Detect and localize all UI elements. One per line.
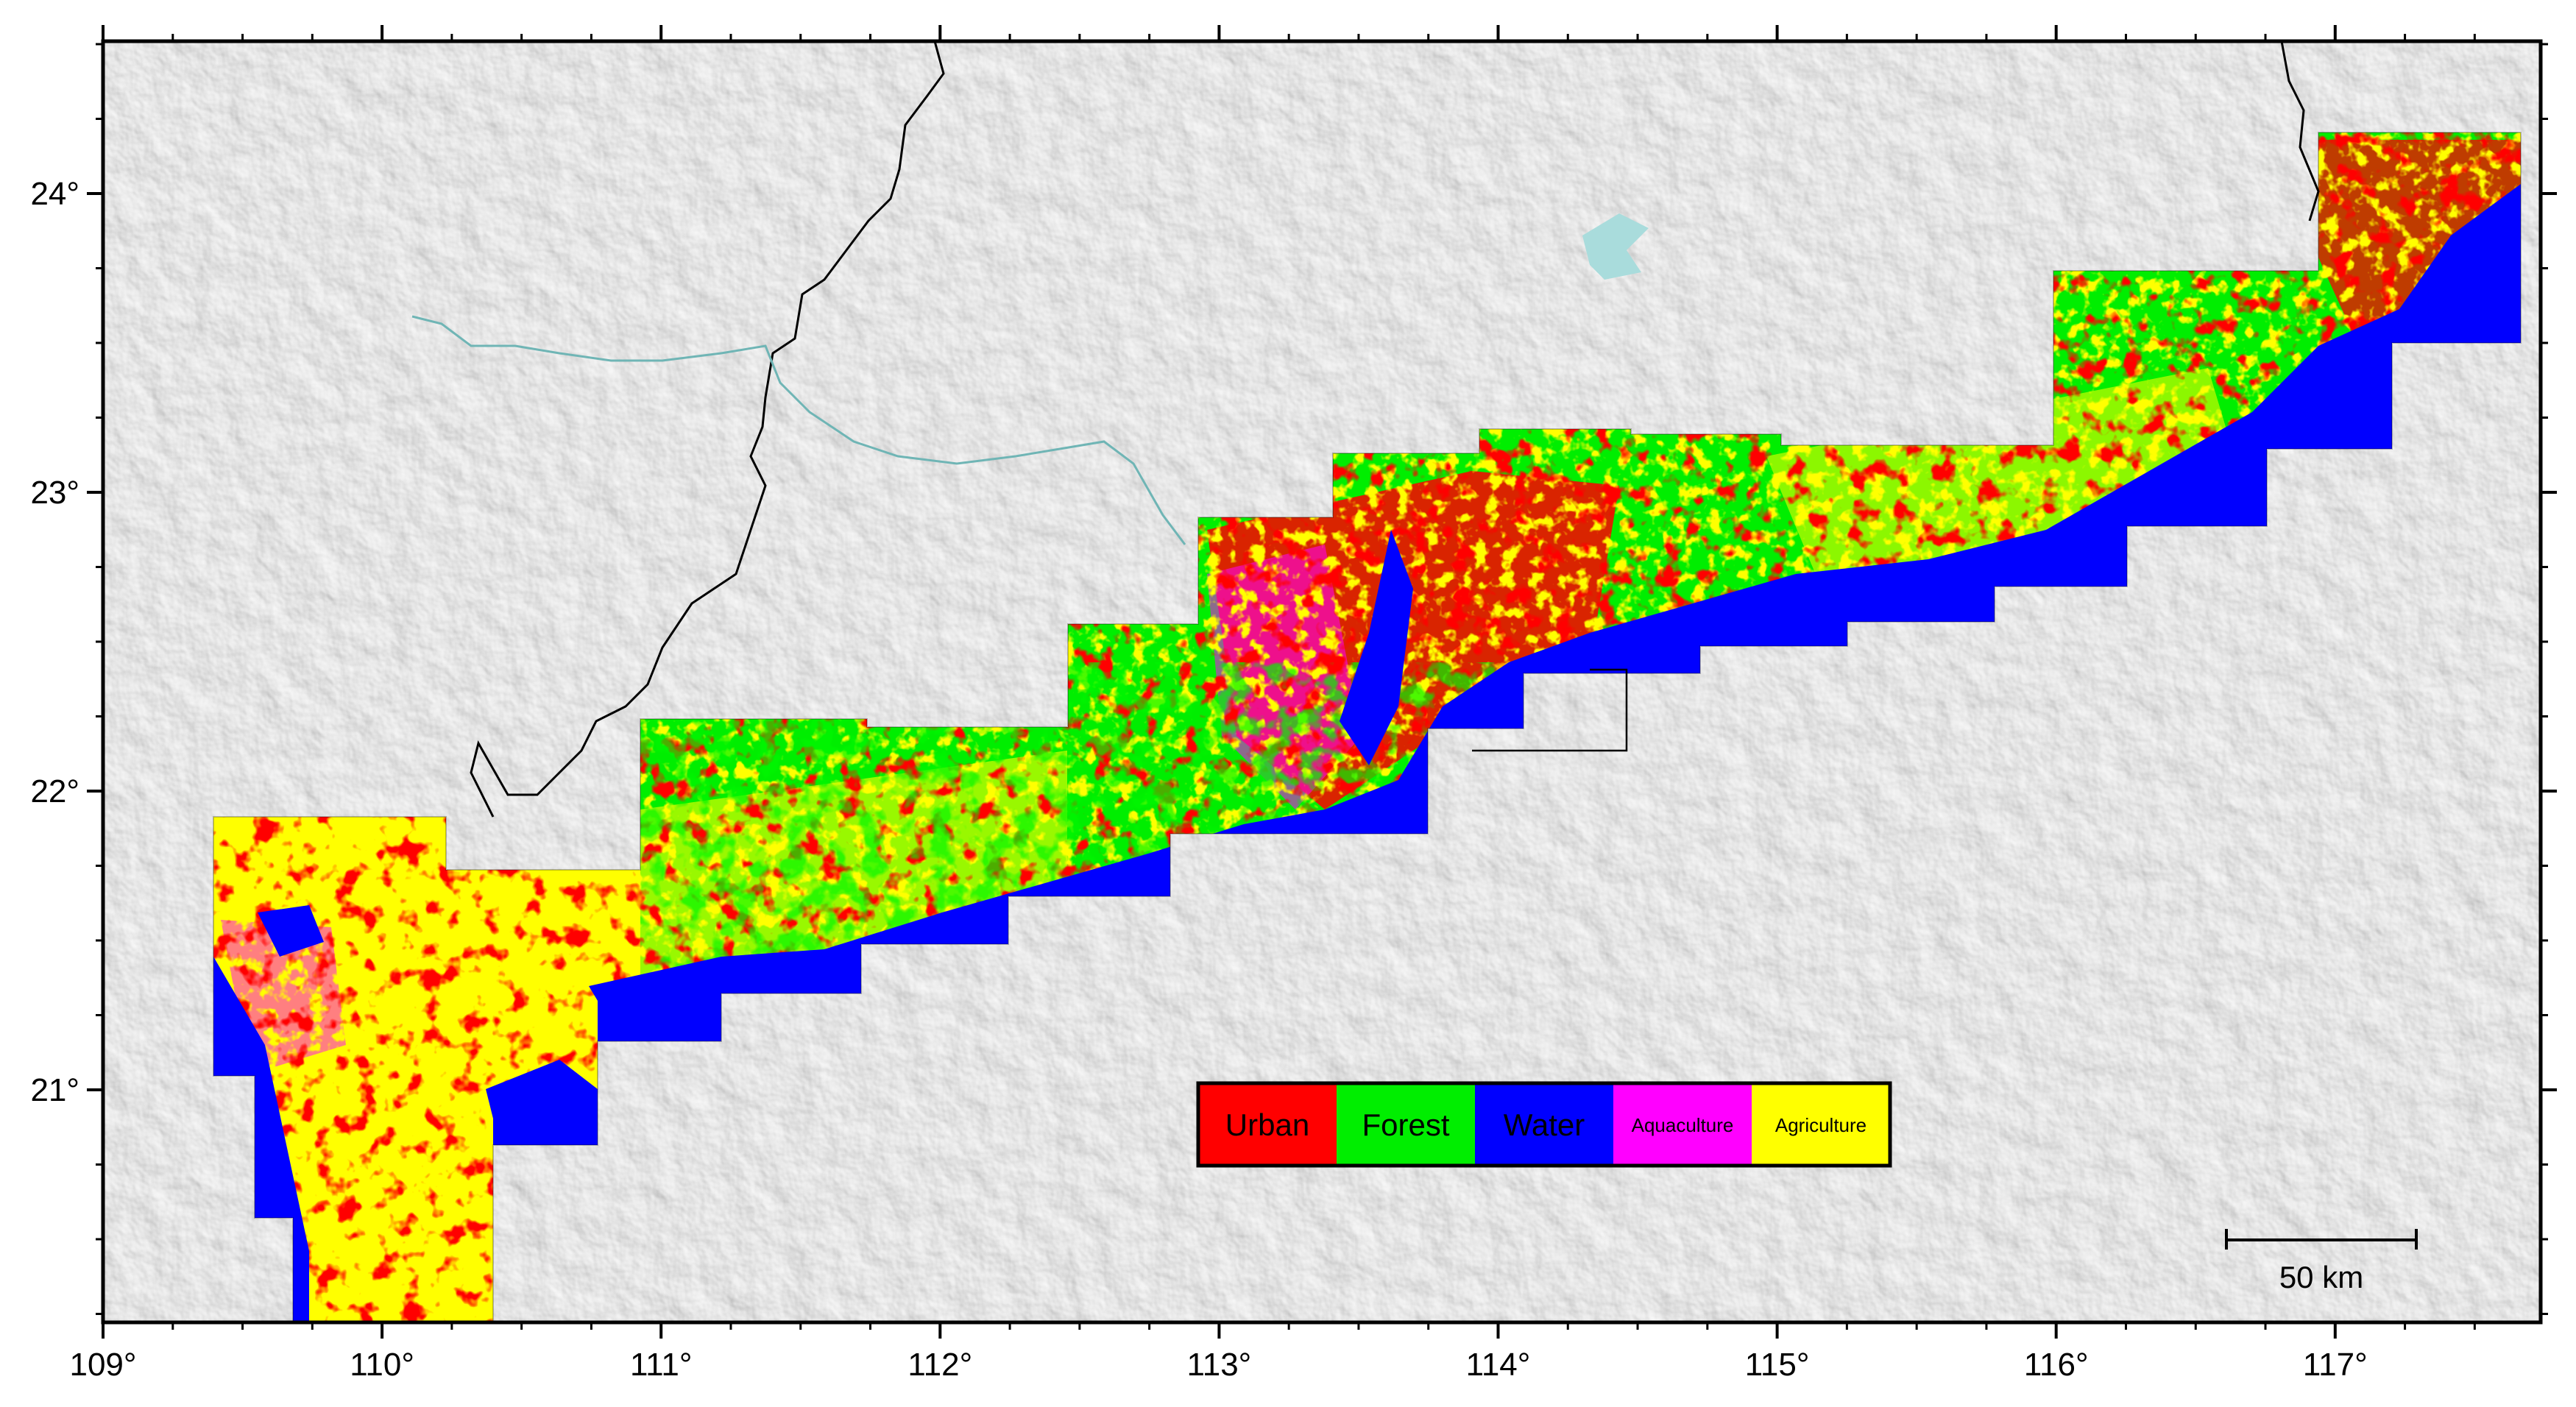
map-frame <box>101 39 2543 1325</box>
legend: Urban Forest Water Aquaculture Agriculture <box>1196 1081 1892 1168</box>
legend-swatch <box>1337 1083 1475 1166</box>
hongkong-boundary <box>1472 668 1628 752</box>
x-tick-label: 114° <box>1466 1347 1531 1383</box>
x-tick-label: 117° <box>2303 1347 2368 1383</box>
x-tick-label: 109° <box>69 1347 136 1383</box>
x-tick-label: 115° <box>1745 1347 1810 1383</box>
legend-border <box>1196 1081 1892 1168</box>
legend-swatch <box>1613 1083 1752 1166</box>
scale-bar-label: 50 km <box>2279 1260 2363 1294</box>
y-tick-label: 23° <box>30 475 79 511</box>
legend-swatch <box>1475 1083 1613 1166</box>
river-xijiang <box>411 315 1186 545</box>
x-tick-label: 112° <box>907 1347 972 1383</box>
province-border-east <box>2280 41 2320 221</box>
reservoir <box>1582 213 1649 280</box>
x-tick-label: 110° <box>350 1347 414 1383</box>
legend-label: Aquaculture <box>1632 1114 1734 1136</box>
x-tick-label: 111° <box>630 1347 692 1383</box>
legend-label: Forest <box>1362 1107 1449 1142</box>
y-tick-label: 24° <box>30 176 79 212</box>
y-tick-label: 22° <box>30 773 79 809</box>
legend-label: Water <box>1504 1107 1585 1142</box>
x-tick-label: 116° <box>2024 1347 2089 1383</box>
province-border-west <box>470 41 945 818</box>
scale-bar: 50 km <box>2225 1229 2418 1294</box>
x-axis-ticks: 109° 110° 111° 112° 113° 114° 115° 116° 117° <box>69 25 2476 1383</box>
legend-label: Urban <box>1225 1107 1309 1142</box>
legend-swatch <box>1198 1083 1337 1166</box>
y-axis-ticks: 24° 23° 22° 21° <box>30 43 2557 1315</box>
legend-label: Agriculture <box>1775 1114 1866 1136</box>
legend-swatch <box>1752 1083 1890 1166</box>
y-tick-label: 21° <box>30 1072 79 1108</box>
x-tick-label: 113° <box>1187 1347 1252 1383</box>
